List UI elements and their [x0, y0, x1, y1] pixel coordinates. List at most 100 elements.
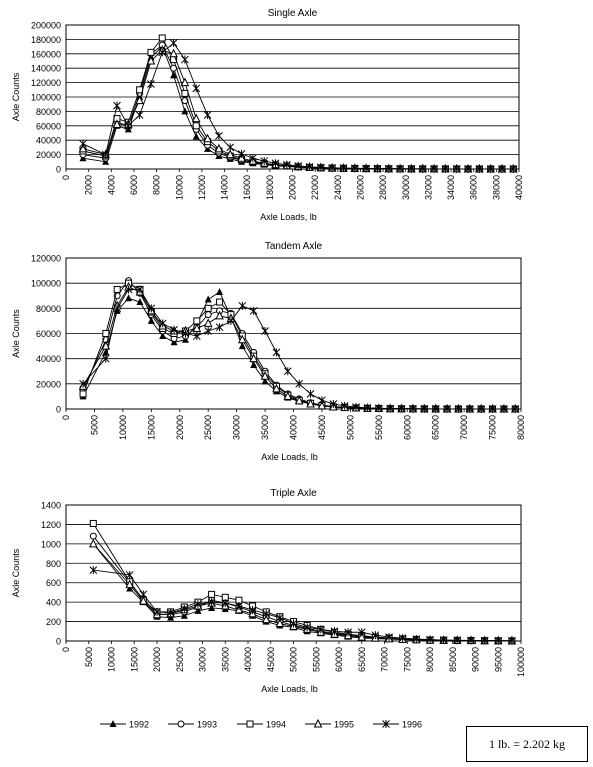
- data-point: [303, 623, 312, 632]
- data-point: [249, 154, 257, 163]
- legend-item-1992: 1992: [100, 720, 149, 730]
- data-point: [467, 636, 475, 645]
- y-tick-label: 200: [46, 617, 61, 627]
- x-tick-label: 20000: [288, 175, 298, 200]
- legend-item-1993: 1993: [168, 720, 217, 730]
- y-tick-label: 600: [46, 578, 61, 588]
- data-point: [192, 84, 201, 93]
- y-tick-label: 80000: [36, 304, 61, 314]
- data-point: [412, 635, 421, 644]
- data-point: [509, 164, 518, 173]
- data-point: [261, 326, 269, 335]
- y-tick-label: 160000: [31, 49, 61, 59]
- x-tick-label: 70000: [380, 647, 390, 672]
- data-point: [386, 404, 395, 413]
- x-tick-label: 75000: [402, 647, 412, 672]
- x-tick-label: 15000: [129, 647, 139, 672]
- x-tick-label: 10000: [174, 175, 184, 200]
- data-point: [498, 164, 506, 173]
- data-point: [88, 538, 98, 548]
- data-point: [158, 319, 167, 328]
- data-point: [158, 48, 167, 57]
- x-tick-label: 40000: [514, 175, 524, 200]
- series-1992: [79, 287, 519, 412]
- y-axis-label: Axle Counts: [11, 309, 21, 358]
- y-tick-label: 60000: [36, 121, 61, 131]
- data-point: [295, 379, 304, 388]
- data-point: [146, 55, 156, 65]
- data-point: [214, 143, 224, 153]
- data-point: [329, 399, 338, 408]
- x-tick-label: 35000: [260, 415, 270, 440]
- x-tick-label: 4000: [106, 175, 116, 195]
- series-line: [82, 37, 514, 170]
- data-point: [204, 326, 213, 335]
- x-tick-label: 55000: [374, 415, 384, 440]
- data-point: [494, 636, 503, 645]
- data-point: [237, 149, 246, 158]
- data-point: [204, 311, 212, 319]
- legend-marker: [177, 720, 185, 728]
- data-point: [89, 519, 97, 527]
- x-tick-label: 95000: [493, 647, 503, 672]
- data-point: [181, 107, 189, 115]
- x-tick-label: 55000: [311, 647, 321, 672]
- x-tick-label: 25000: [175, 647, 185, 672]
- data-point: [275, 618, 285, 628]
- data-point: [215, 310, 224, 320]
- legend-label: 1993: [197, 720, 217, 730]
- x-tick-label: 45000: [266, 647, 276, 672]
- data-point: [193, 317, 201, 325]
- series-1995: [78, 45, 518, 173]
- x-tick-label: 10000: [118, 415, 128, 440]
- data-point: [79, 390, 87, 398]
- data-point: [374, 404, 383, 413]
- data-point: [480, 636, 489, 645]
- data-point: [135, 95, 144, 105]
- x-tick-label: 8000: [152, 175, 162, 195]
- data-point: [139, 596, 148, 605]
- data-point: [453, 636, 462, 645]
- data-point: [261, 614, 271, 624]
- data-point: [475, 164, 484, 173]
- series-line: [92, 535, 512, 642]
- data-point: [208, 590, 216, 598]
- data-point: [289, 619, 298, 628]
- data-point: [235, 602, 243, 611]
- data-point: [181, 55, 189, 64]
- y-tick-label: 100000: [31, 93, 61, 103]
- data-point: [238, 301, 247, 310]
- x-tick-label: 14000: [220, 175, 230, 200]
- data-point: [464, 164, 472, 173]
- data-point: [508, 636, 516, 645]
- legend-marker: [246, 720, 254, 728]
- data-point: [194, 600, 202, 609]
- data-point: [136, 298, 144, 306]
- legend-item-1996: 1996: [373, 720, 422, 730]
- data-point: [260, 157, 269, 166]
- x-tick-label: 34000: [446, 175, 456, 200]
- data-point: [153, 607, 161, 616]
- data-point: [192, 122, 200, 130]
- data-point: [420, 404, 429, 413]
- x-tick-label: 15000: [146, 415, 156, 440]
- data-point: [317, 400, 327, 410]
- data-point: [340, 401, 349, 410]
- data-point: [339, 164, 348, 173]
- series-1996: [89, 566, 516, 645]
- data-point: [306, 398, 315, 408]
- y-tick-label: 60000: [36, 329, 61, 339]
- data-point: [112, 119, 122, 128]
- data-point: [330, 627, 339, 636]
- x-tick-label: 35000: [220, 647, 230, 672]
- data-point: [357, 628, 366, 637]
- data-point: [294, 161, 303, 170]
- data-point: [204, 304, 212, 312]
- data-point: [124, 285, 133, 294]
- data-point: [208, 603, 216, 611]
- data-point: [283, 367, 292, 376]
- data-point: [373, 164, 382, 173]
- x-tick-label: 75000: [488, 415, 498, 440]
- data-point: [101, 340, 111, 350]
- legend-label: 1992: [129, 720, 149, 730]
